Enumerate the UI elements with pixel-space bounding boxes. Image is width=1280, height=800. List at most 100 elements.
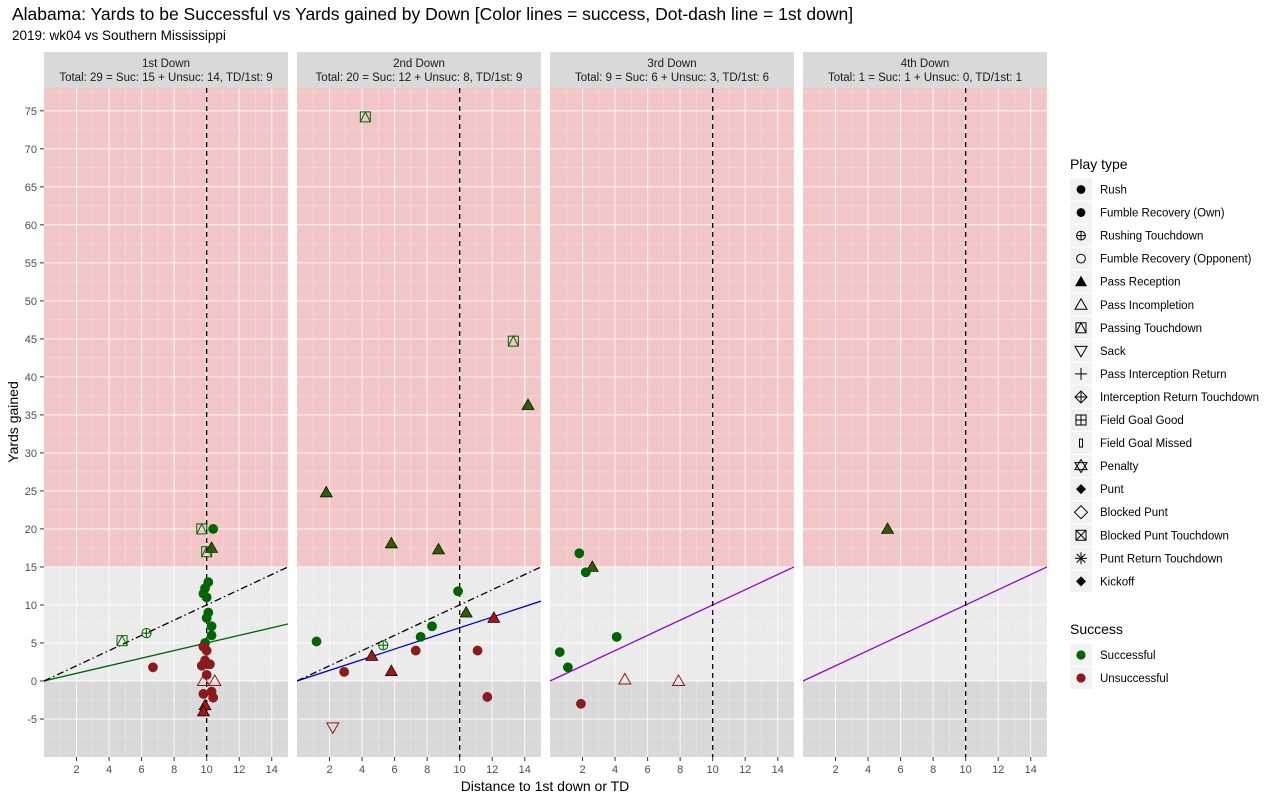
point-passing-td-tri [116, 634, 128, 646]
y-tick-label: 25 [25, 486, 37, 498]
x-tick-label: 4 [865, 764, 871, 776]
reference-lines [803, 88, 1047, 757]
legend-key-square-tri [1075, 321, 1087, 334]
point-rush [415, 631, 426, 642]
point-rush [472, 645, 483, 656]
legend-label: Pass Reception [1100, 277, 1181, 289]
legend-key-circle [1076, 185, 1086, 194]
point-rush [562, 662, 573, 673]
facet-strip [44, 52, 288, 88]
point-rush [611, 631, 622, 642]
legend-key-circle-open [1076, 253, 1086, 264]
zone-high [297, 88, 541, 567]
legend-key-star-up [1074, 458, 1088, 471]
x-tick-label: 10 [454, 764, 466, 776]
legend-key-bg [1070, 293, 1092, 316]
point-pass-incompletion [671, 673, 686, 686]
y-tick-label: 5 [31, 638, 37, 650]
first-down-line [297, 566, 541, 682]
facet-strip-title: 3rd Down [647, 58, 696, 70]
x-tick-label: 2 [832, 764, 838, 776]
x-axis-label: Distance to 1st down or TD [461, 778, 630, 794]
point-pass-reception [431, 542, 446, 555]
point-pass-reception [365, 649, 379, 661]
y-tick-label: 15 [25, 562, 37, 574]
points [311, 110, 535, 735]
point-rush [580, 567, 591, 578]
legend-key-star-down [1074, 462, 1088, 474]
legend-title-success: Success [1070, 621, 1123, 637]
legend-key-triangle-open [1074, 297, 1088, 310]
facet-panel-4: 4th Down Total: 1 = Suc: 1 + Unsuc: 0, TD… [803, 52, 1048, 776]
x-tick-label: 4 [359, 764, 365, 776]
points [880, 522, 895, 534]
legend-key-success-dot [1076, 673, 1086, 683]
x-tick-label: 8 [930, 764, 936, 776]
legend-key-square [1075, 529, 1087, 541]
legend-label: Punt [1100, 484, 1124, 496]
legend-key-bg [1070, 432, 1092, 455]
point-passing-td-tri [359, 110, 371, 123]
legend-key-diamond-open [1073, 504, 1089, 520]
legend-label: Field Goal Missed [1100, 438, 1192, 450]
point-rush [201, 612, 212, 623]
legend-label: Blocked Punt Touchdown [1100, 530, 1229, 542]
x-tick-label: 4 [106, 764, 112, 776]
x-tick-label: 12 [233, 764, 245, 776]
y-tick-label: 50 [25, 296, 37, 308]
legend-label: Punt Return Touchdown [1100, 553, 1223, 565]
point-pass-reception [384, 664, 398, 676]
legend-label: Pass Interception Return [1100, 369, 1227, 381]
first-down-line [44, 566, 288, 682]
legend-label: Unsuccessful [1100, 673, 1168, 685]
y-tick-label: 65 [25, 182, 37, 194]
legend-key-triangle-down [1074, 345, 1088, 358]
facet-strip-summary: Total: 1 = Suc: 1 + Unsuc: 0, TD/1st: 1 [828, 72, 1022, 84]
zone-high [550, 88, 794, 567]
legend-label: Field Goal Good [1100, 415, 1184, 427]
legend-label: Kickoff [1100, 576, 1135, 588]
points [116, 522, 222, 717]
point-pass-reception [487, 611, 501, 623]
x-tick-label: 10 [960, 764, 972, 776]
chart-title: Alabama: Yards to be Successful vs Yards… [12, 4, 854, 24]
x-tick-label: 14 [266, 764, 278, 776]
legend-label: Passing Touchdown [1100, 323, 1202, 335]
zone-high [803, 88, 1047, 567]
point-rush [201, 592, 212, 603]
y-tick-label: 75 [25, 106, 37, 118]
point-pass-reception [880, 522, 895, 534]
y-tick-label: 10 [25, 600, 37, 612]
zone-high [44, 88, 288, 567]
point-passing-td-tri [507, 335, 519, 347]
x-tick-label: 6 [392, 764, 398, 776]
legend-key-diamond-filled [1076, 484, 1086, 495]
point-rush [574, 548, 585, 559]
point-pass-reception [459, 605, 473, 618]
x-tick-label: 12 [992, 764, 1004, 776]
point-pass-reception [585, 560, 599, 572]
point-pass-reception [319, 485, 333, 498]
y-tick-label: 20 [25, 524, 37, 536]
legend-label: Penalty [1100, 461, 1139, 473]
point-rush [206, 621, 217, 632]
point-rush [208, 524, 219, 534]
legend-label: Successful [1100, 650, 1156, 662]
point-rush [311, 636, 322, 647]
legend-key-bg [1070, 501, 1092, 524]
legend-key-bg [1070, 455, 1092, 478]
facet-strip [803, 52, 1047, 88]
legend-key-triangle [1075, 275, 1087, 287]
x-tick-label: 10 [201, 764, 213, 776]
y-tick-label: -5 [27, 714, 37, 726]
x-tick-label: 10 [707, 764, 719, 776]
legend-label: Fumble Recovery (Own) [1100, 208, 1225, 220]
legend-label: Blocked Punt [1100, 507, 1169, 519]
y-tick-label: 35 [25, 410, 37, 422]
y-tick-label: 0 [31, 676, 37, 688]
x-tick-label: 14 [1025, 764, 1037, 776]
reference-lines [44, 88, 288, 757]
x-tick-label: 2 [73, 764, 79, 776]
